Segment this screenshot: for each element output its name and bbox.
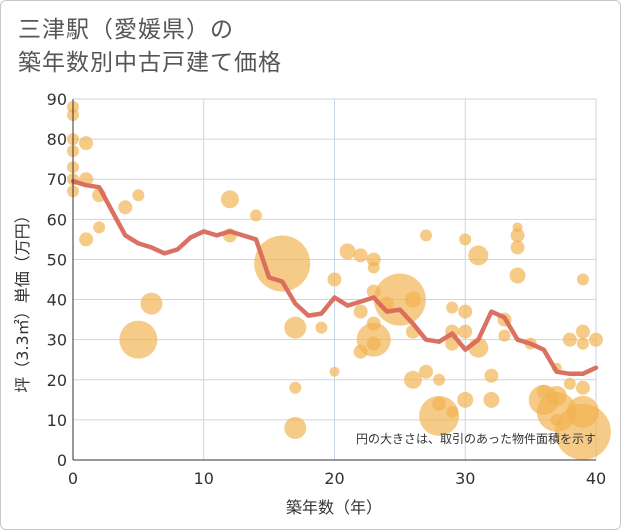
y-tick-label-20: 20 (47, 371, 67, 390)
data-point-59 (498, 329, 511, 342)
bubble-size-note: 円の大きさは、取引のあった物件面積を示す (356, 431, 596, 446)
data-point-73 (576, 273, 589, 286)
data-point-18 (250, 209, 263, 222)
y-tick-label-50: 50 (47, 250, 67, 269)
trend-layer (70, 178, 599, 377)
data-point-23 (315, 321, 328, 334)
data-point-78 (554, 403, 611, 460)
data-point-51 (458, 304, 473, 319)
data-point-24 (327, 272, 342, 287)
data-point-41 (420, 229, 433, 242)
x-tick-label-0: 0 (68, 469, 78, 488)
data-point-14 (119, 320, 158, 359)
data-point-74 (575, 324, 590, 339)
data-point-21 (289, 381, 302, 394)
chart-title-line2: 築年数別中古戸建て価格 (18, 50, 282, 76)
x-tick-label-20: 20 (324, 469, 344, 488)
trend-line (70, 178, 599, 377)
chart-title-line1: 三津駅（愛媛県）の (18, 17, 234, 43)
y-tick-label-90: 90 (47, 90, 67, 109)
bubble-layer (67, 101, 611, 460)
data-point-12 (118, 200, 133, 215)
data-point-35 (366, 336, 381, 351)
data-point-50 (459, 233, 472, 246)
data-point-31 (367, 261, 380, 274)
data-point-61 (510, 228, 525, 243)
x-tick-label-10: 10 (194, 469, 214, 488)
data-point-22 (284, 416, 307, 439)
data-point-9 (79, 232, 94, 247)
y-tick-label-70: 70 (47, 170, 67, 189)
data-point-38 (404, 291, 421, 308)
data-point-49 (446, 405, 459, 418)
data-point-45 (419, 395, 460, 436)
y-tick-label-80: 80 (47, 130, 67, 149)
x-tick-label-30: 30 (455, 469, 475, 488)
data-point-40 (403, 370, 422, 389)
data-point-63 (509, 267, 526, 284)
data-point-72 (563, 377, 576, 390)
y-tick-label-40: 40 (47, 291, 67, 310)
x-tick-label-40: 40 (586, 469, 606, 488)
data-point-76 (575, 380, 590, 395)
data-point-13 (132, 189, 145, 202)
data-point-53 (457, 391, 474, 408)
data-point-54 (468, 245, 489, 266)
data-point-42 (419, 364, 434, 379)
y-tick-label-30: 30 (47, 331, 67, 350)
y-tick-label-60: 60 (47, 210, 67, 229)
data-point-71 (562, 332, 577, 347)
data-point-52 (458, 324, 473, 339)
data-point-28 (353, 304, 368, 319)
chart-title: 三津駅（愛媛県）の 築年数別中古戸建て価格 (18, 14, 282, 80)
data-point-79 (589, 332, 603, 347)
data-point-20 (284, 316, 307, 339)
data-point-46 (446, 301, 459, 314)
y-tick-label-0: 0 (57, 451, 67, 470)
data-point-43 (433, 373, 446, 386)
data-point-62 (510, 240, 525, 255)
data-point-27 (353, 248, 368, 263)
y-tick-label-10: 10 (47, 411, 67, 430)
data-point-26 (339, 243, 356, 260)
data-point-56 (484, 368, 499, 383)
data-point-25 (329, 366, 340, 377)
data-point-57 (483, 391, 500, 408)
data-point-75 (576, 337, 589, 350)
data-point-16 (220, 190, 239, 209)
data-point-15 (140, 292, 163, 315)
y-axis-label: 坪（3.3㎡）単価（万円） (13, 207, 32, 392)
data-point-7 (79, 136, 94, 151)
axes (72, 99, 596, 461)
tick-labels: 0 10 20 30 40 50 60 70 80 90 0 10 20 30 40 (47, 90, 607, 488)
data-point-11 (93, 221, 106, 234)
x-axis-label: 築年数（年） (286, 498, 382, 517)
